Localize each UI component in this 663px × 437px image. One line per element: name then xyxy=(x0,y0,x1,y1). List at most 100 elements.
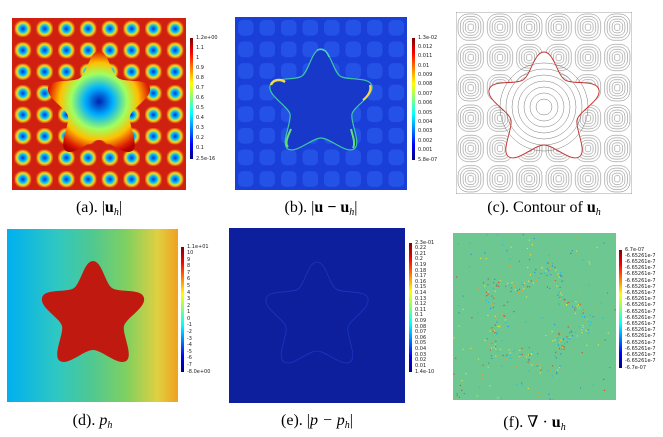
noise-speckle xyxy=(517,328,519,330)
noise-speckle xyxy=(609,367,611,369)
noise-speckle xyxy=(543,272,545,274)
colorbar-b xyxy=(412,38,415,160)
noise-speckle xyxy=(541,266,543,268)
noise-speckle xyxy=(527,361,529,363)
noise-speckle xyxy=(570,330,572,332)
noise-speckle xyxy=(563,348,565,350)
noise-speckle xyxy=(521,384,523,386)
noise-speckle xyxy=(566,336,568,338)
noise-speckle xyxy=(491,357,493,360)
noise-speckle xyxy=(558,347,561,350)
noise-speckle xyxy=(518,291,520,294)
noise-speckle xyxy=(554,300,556,303)
colorbar-tick-label: -6.65261e-7 xyxy=(625,339,656,346)
colorbar-tick-label: 1 xyxy=(187,309,191,316)
star-region xyxy=(41,261,145,362)
noise-speckle xyxy=(465,373,467,375)
noise-speckle xyxy=(554,280,556,282)
noise-speckle xyxy=(492,304,494,306)
noise-speckle xyxy=(601,244,603,247)
noise-speckle xyxy=(560,339,562,341)
noise-speckle xyxy=(497,397,499,399)
noise-speckle xyxy=(557,340,559,342)
noise-speckle xyxy=(569,336,571,339)
noise-speckle xyxy=(510,354,512,356)
colorbar-tick-label: -2 xyxy=(187,329,192,336)
noise-speckle xyxy=(528,259,531,261)
noise-speckle xyxy=(579,303,581,305)
noise-speckle xyxy=(494,301,496,303)
noise-speckle xyxy=(486,234,488,236)
noise-speckle xyxy=(565,303,568,305)
noise-speckle xyxy=(571,300,573,302)
colorbar-tick-label: 0.9 xyxy=(196,64,204,71)
noise-speckle xyxy=(551,375,554,377)
colorbar-tick-label: 0.6 xyxy=(196,95,204,101)
noise-speckle xyxy=(493,297,495,299)
noise-speckle xyxy=(558,334,560,336)
colorbar-tick-label: 0.06 xyxy=(415,334,427,341)
noise-speckle xyxy=(499,326,501,328)
noise-speckle xyxy=(550,267,552,270)
noise-speckle xyxy=(603,389,606,391)
noise-speckle xyxy=(484,285,486,287)
noise-speckle xyxy=(494,343,496,345)
colorbar-tick-label: 5.8e-07 xyxy=(418,156,438,163)
noise-speckle xyxy=(496,332,498,334)
noise-speckle xyxy=(458,325,460,327)
colorbar-tick-label: 0.004 xyxy=(418,118,433,125)
noise-speckle xyxy=(501,398,503,400)
noise-speckle xyxy=(494,290,496,292)
noise-speckle xyxy=(583,309,585,311)
noise-speckle xyxy=(509,284,511,286)
noise-speckle xyxy=(470,347,472,349)
noise-speckle xyxy=(559,365,561,367)
noise-speckle xyxy=(493,282,495,284)
noise-speckle xyxy=(462,295,464,297)
noise-speckle xyxy=(528,280,530,282)
noise-speckle xyxy=(558,276,560,278)
colorbar-tick-label: -6.65261e-7 xyxy=(625,252,656,259)
noise-speckle xyxy=(550,306,553,308)
caption-c: (c). Contour of uh xyxy=(487,199,601,218)
noise-speckle xyxy=(519,349,521,351)
noise-speckle xyxy=(564,338,567,341)
noise-speckle xyxy=(482,364,484,366)
noise-speckle xyxy=(558,343,560,345)
noise-speckle xyxy=(533,237,535,240)
noise-speckle xyxy=(523,282,525,284)
colorbar-tick-label: 0.04 xyxy=(415,346,427,353)
noise-speckle xyxy=(561,345,563,347)
noise-speckle xyxy=(495,355,497,357)
noise-speckle xyxy=(526,286,529,288)
noise-speckle xyxy=(500,325,502,327)
noise-speckle xyxy=(524,284,526,286)
noise-speckle xyxy=(492,287,494,290)
noise-speckle xyxy=(614,309,616,311)
noise-speckle xyxy=(498,281,500,283)
colorbar-tick-label: -6.7e-07 xyxy=(625,364,646,371)
noise-speckle xyxy=(490,347,492,349)
noise-speckle xyxy=(571,335,573,337)
colorbar-tick-label: -6.65261e-7 xyxy=(625,277,656,284)
noise-speckle xyxy=(487,290,489,293)
colorbar-d xyxy=(181,247,184,372)
noise-speckle xyxy=(539,372,541,374)
noise-speckle xyxy=(484,252,486,254)
colorbar-tick-label: 0.009 xyxy=(418,72,433,79)
noise-speckle xyxy=(486,291,488,293)
noise-speckle xyxy=(581,316,583,318)
noise-speckle xyxy=(510,265,512,267)
colorbar-f-labels: 6.7e-07 -6.65261e-7 -6.65261e-7 -6.65261e-7… xyxy=(625,247,663,372)
noise-speckle xyxy=(494,332,496,334)
noise-speckle xyxy=(527,387,529,389)
colorbar-tick-label: 0.1 xyxy=(196,145,204,152)
noise-speckle xyxy=(554,339,556,341)
noise-speckle xyxy=(560,353,562,355)
noise-speckle xyxy=(538,395,540,397)
noise-speckle xyxy=(529,274,531,276)
noise-speckle xyxy=(456,395,458,397)
noise-speckle xyxy=(479,386,481,388)
noise-speckle xyxy=(528,347,530,349)
noise-speckle xyxy=(541,267,543,269)
